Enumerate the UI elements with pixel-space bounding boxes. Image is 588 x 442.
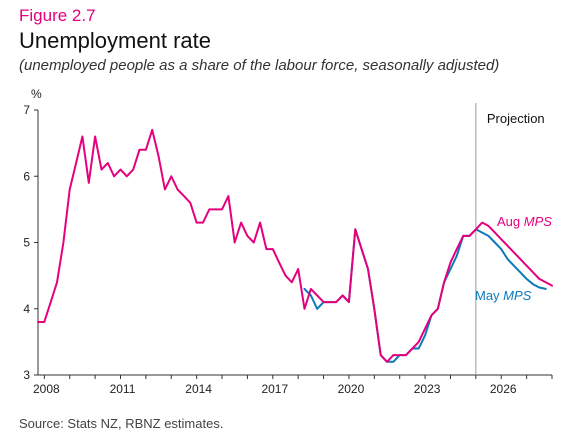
y-tick-label: 4 [23, 302, 30, 316]
x-axis: 2008 2011 2014 2017 2020 2023 2026 [33, 374, 553, 396]
x-tick-label: 2011 [110, 382, 136, 396]
y-tick-label: 7 [23, 103, 30, 117]
x-tick-label: 2014 [185, 382, 212, 396]
x-tick-label: 2023 [414, 382, 441, 396]
series-labels: Aug MPS May MPS [475, 214, 552, 303]
x-tick-label: 2017 [261, 382, 288, 396]
y-axis-unit-label: % [31, 87, 42, 101]
x-tick-label: 2008 [33, 382, 60, 396]
chart-subtitle: (unemployed people as a share of the lab… [19, 57, 500, 74]
projection-label: Projection [487, 111, 545, 126]
y-tick-label: 5 [23, 236, 30, 250]
x-tick-label: 2020 [338, 382, 365, 396]
projection-marker: Projection [475, 103, 545, 375]
y-tick-label: 6 [23, 169, 30, 183]
source-note: Source: Stats NZ, RBNZ estimates. [19, 416, 224, 431]
series-label-may-mps: May MPS [475, 288, 532, 303]
figure-label: Figure 2.7 [19, 6, 96, 25]
y-axis: 3 4 5 6 7 [23, 103, 39, 382]
series-lines [37, 128, 553, 363]
series-label-aug-mps: Aug MPS [497, 214, 552, 229]
y-tick-label: 3 [23, 368, 30, 382]
series-line-aug-mps [37, 128, 553, 363]
chart-title: Unemployment rate [19, 28, 211, 53]
x-tick-label: 2026 [490, 382, 517, 396]
